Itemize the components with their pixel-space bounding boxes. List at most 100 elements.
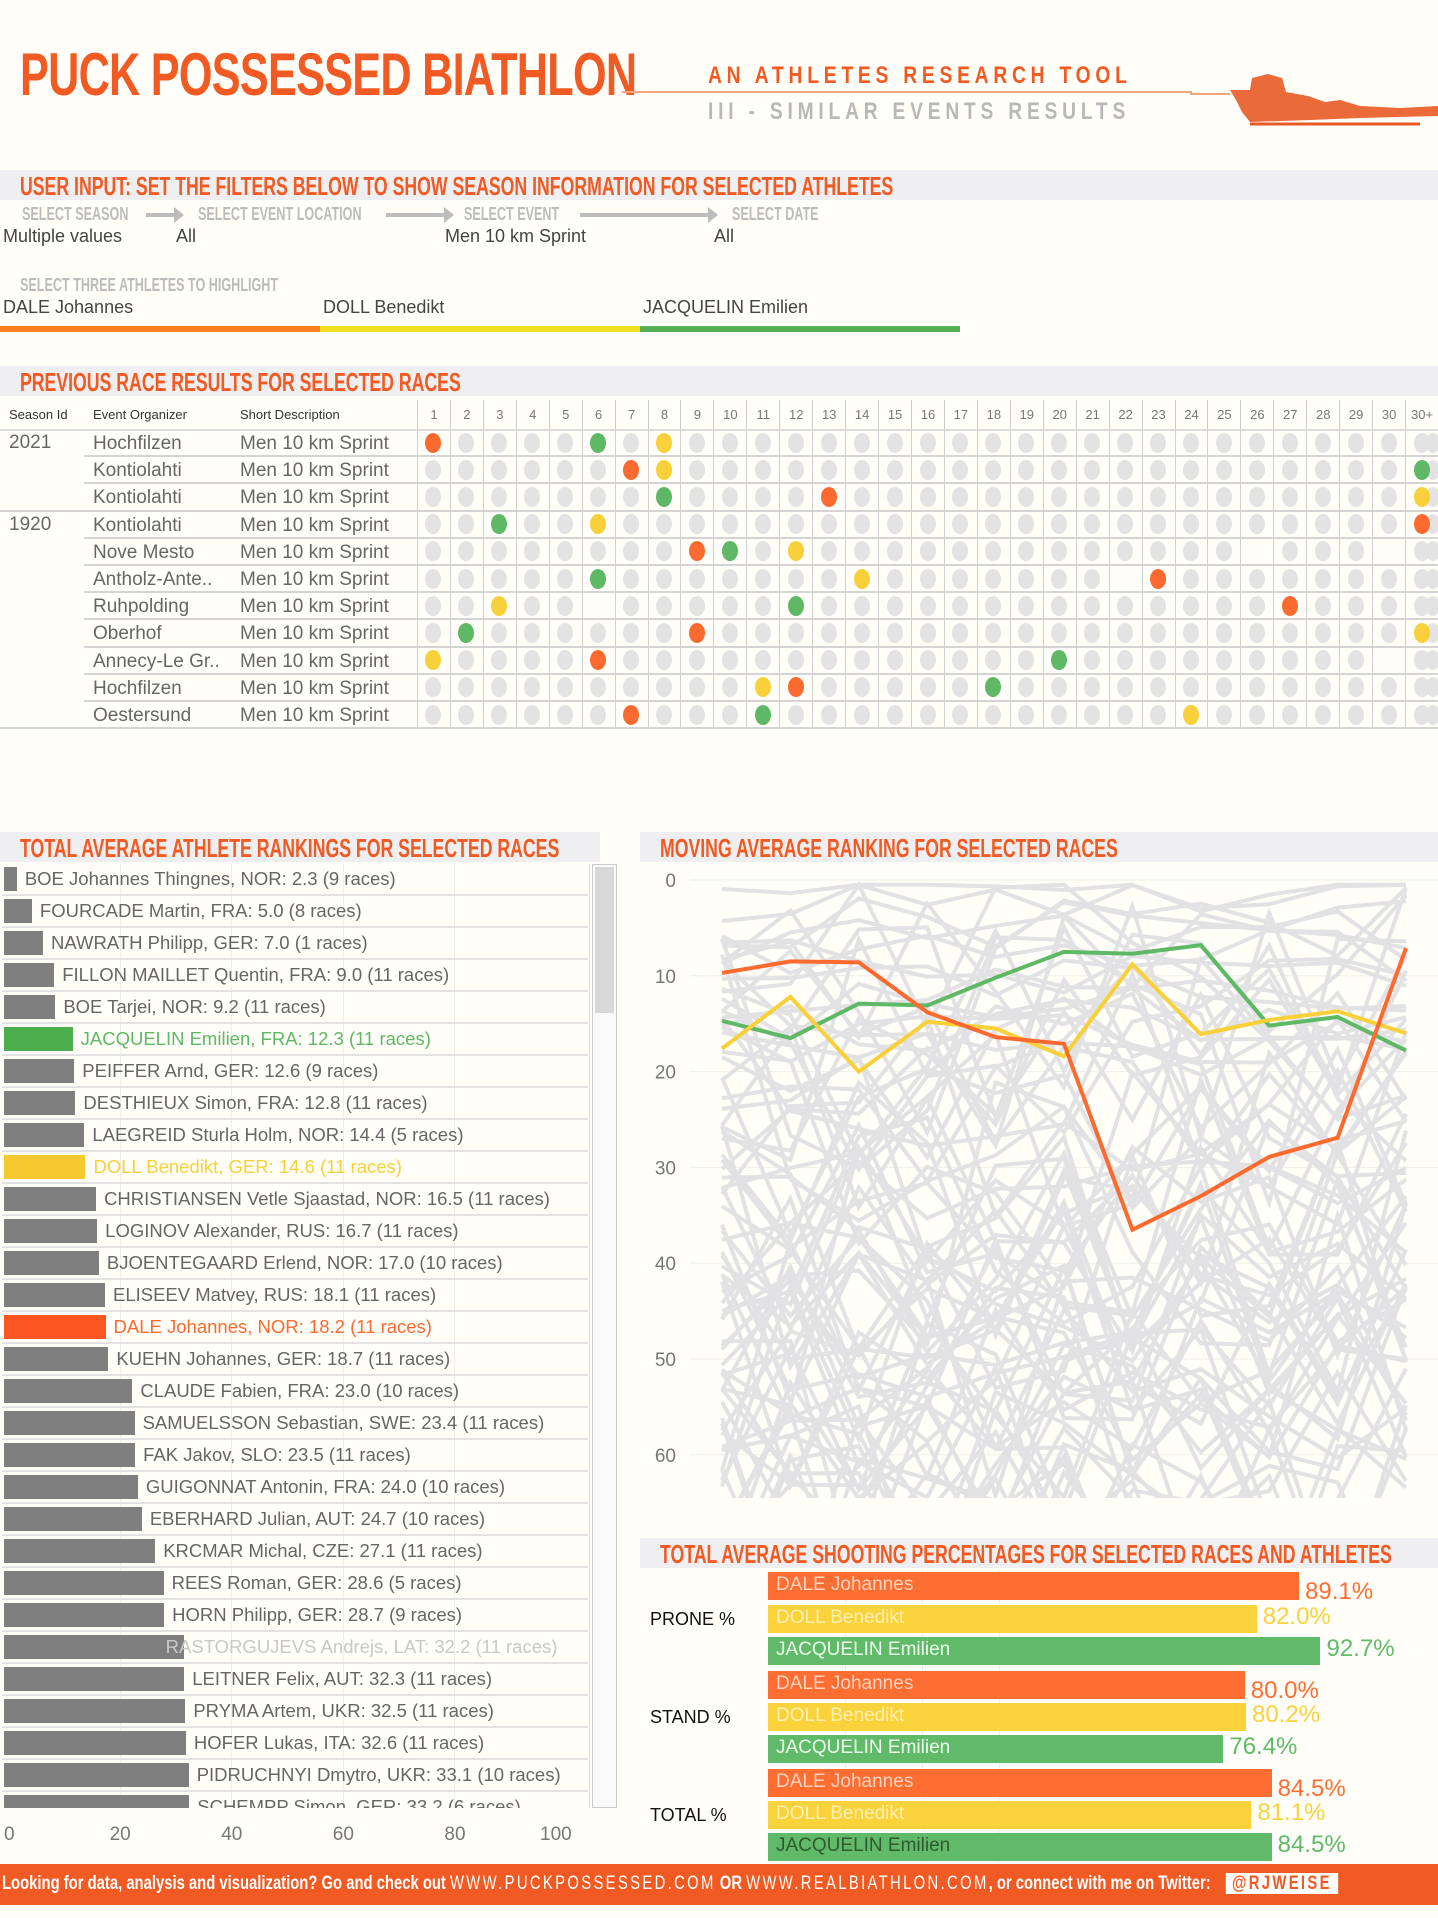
rankings-list[interactable]: BOE Johannes Thingnes, NOR: 2.3 (9 races… [0, 864, 590, 1808]
shooting-bar[interactable]: JACQUELIN Emilien [768, 1735, 1224, 1763]
green-athlete-result-dot[interactable] [1051, 650, 1068, 671]
yellow-athlete-result-dot[interactable] [1413, 486, 1430, 507]
ranking-row[interactable]: KUEHN Johannes, GER: 18.7 (11 races) [2, 1344, 588, 1376]
yellow-athlete-result-dot[interactable] [1413, 622, 1430, 643]
ranking-row[interactable]: PEIFFER Arnd, GER: 12.6 (9 races) [2, 1056, 588, 1088]
twitter-handle-link[interactable]: @RJWEISE [1225, 1873, 1339, 1894]
orange-athlete-result-dot[interactable] [1150, 568, 1167, 589]
athlete-2-select[interactable]: DOLL Benedikt [323, 297, 445, 317]
green-athlete-result-dot[interactable] [590, 432, 607, 453]
ranking-row[interactable]: DOLL Benedikt, GER: 14.6 (11 races) [2, 1152, 588, 1184]
shooting-bar[interactable]: DALE Johannes [768, 1671, 1245, 1699]
green-athlete-result-dot[interactable] [590, 568, 607, 589]
yellow-athlete-result-dot[interactable] [590, 514, 607, 535]
result-dot [1347, 595, 1364, 616]
ranking-row[interactable]: HOFER Lukas, ITA: 32.6 (11 races) [2, 1728, 588, 1760]
ranking-row[interactable]: BOE Tarjei, NOR: 9.2 (11 races) [2, 992, 588, 1024]
shooting-bar[interactable]: JACQUELIN Emilien [768, 1637, 1321, 1665]
ranking-row[interactable]: CHRISTIANSEN Vetle Sjaastad, NOR: 16.5 (… [2, 1184, 588, 1216]
green-athlete-result-dot[interactable] [787, 595, 804, 616]
shooting-bar[interactable]: DALE Johannes [768, 1572, 1300, 1600]
yellow-athlete-result-dot[interactable] [656, 459, 673, 480]
yellow-athlete-result-dot[interactable] [787, 541, 804, 562]
scrollbar-thumb[interactable] [595, 867, 614, 1013]
ranking-row[interactable]: PRYMA Artem, UKR: 32.5 (11 races) [2, 1696, 588, 1728]
orange-athlete-result-dot[interactable] [623, 459, 640, 480]
shooting-bar[interactable]: DOLL Benedikt [768, 1801, 1252, 1829]
date-filter[interactable]: All [714, 226, 735, 246]
ranking-row[interactable]: BJOENTEGAARD Erlend, NOR: 17.0 (10 races… [2, 1248, 588, 1280]
ranking-row[interactable]: BOE Johannes Thingnes, NOR: 2.3 (9 races… [2, 864, 588, 896]
orange-athlete-result-dot[interactable] [688, 622, 705, 643]
result-dot [1248, 486, 1265, 507]
ranking-row[interactable]: FILLON MAILLET Quentin, FRA: 9.0 (11 rac… [2, 960, 588, 992]
green-athlete-result-dot[interactable] [1413, 459, 1430, 480]
green-athlete-result-dot[interactable] [491, 514, 508, 535]
ranking-row[interactable]: DESTHIEUX Simon, FRA: 12.8 (11 races) [2, 1088, 588, 1120]
jacquelin-emilien-line[interactable] [721, 943, 1407, 1053]
season-filter[interactable]: Multiple values [3, 226, 123, 246]
shooting-bar[interactable]: DOLL Benedikt [768, 1605, 1257, 1633]
yellow-athlete-result-dot[interactable] [425, 650, 442, 671]
ranking-row[interactable]: ELISEEV Matvey, RUS: 18.1 (11 races) [2, 1280, 588, 1312]
shooting-bar[interactable]: JACQUELIN Emilien [768, 1833, 1272, 1861]
ranking-row[interactable]: FOURCADE Martin, FRA: 5.0 (8 races) [2, 896, 588, 928]
orange-athlete-result-dot[interactable] [1281, 595, 1298, 616]
grid-cell [1339, 430, 1341, 458]
ranking-row[interactable]: FAK Jakov, SLO: 23.5 (11 races) [2, 1440, 588, 1472]
orange-athlete-result-dot[interactable] [787, 677, 804, 698]
ranking-row[interactable]: HORN Philipp, GER: 28.7 (9 races) [2, 1600, 588, 1632]
grid-cell [746, 566, 748, 594]
orange-athlete-result-dot[interactable] [688, 541, 705, 562]
grid-cell [1075, 566, 1077, 594]
doll-benedikt-line[interactable] [720, 961, 1407, 1075]
orange-athlete-result-dot[interactable] [1413, 514, 1430, 535]
ranking-row[interactable]: RASTORGUJEVS Andrejs, LAT: 32.2 (11 race… [2, 1632, 588, 1664]
orange-athlete-result-dot[interactable] [425, 432, 442, 453]
ranking-row[interactable]: SCHEMPP Simon, GER: 33.2 (6 races) [2, 1792, 588, 1808]
grid-cell [548, 566, 550, 594]
athlete-1-select[interactable]: DALE Johannes [3, 297, 134, 317]
shooting-bar[interactable]: DALE Johannes [768, 1769, 1272, 1797]
result-dot [1117, 432, 1134, 453]
green-athlete-result-dot[interactable] [754, 704, 771, 725]
yellow-athlete-result-dot[interactable] [656, 432, 673, 453]
puckpossessed-link[interactable]: WWW.PUCKPOSSESSED.COM [449, 1873, 716, 1894]
location-filter[interactable]: All [176, 226, 197, 246]
yellow-athlete-result-dot[interactable] [1182, 704, 1199, 725]
yellow-athlete-result-dot[interactable] [754, 677, 771, 698]
orange-athlete-result-dot[interactable] [820, 486, 837, 507]
ranking-row[interactable]: SAMUELSSON Sebastian, SWE: 23.4 (11 race… [2, 1408, 588, 1440]
realbiathlon-link[interactable]: WWW.REALBIATHLON.COM [746, 1873, 989, 1894]
green-athlete-result-dot[interactable] [985, 677, 1002, 698]
grid-cell [1207, 457, 1209, 485]
ranking-row[interactable]: LOGINOV Alexander, RUS: 16.7 (11 races) [2, 1216, 588, 1248]
green-athlete-result-dot[interactable] [721, 541, 738, 562]
ranking-row[interactable]: NAWRATH Philipp, GER: 7.0 (1 races) [2, 928, 588, 960]
ranking-row[interactable]: JACQUELIN Emilien, FRA: 12.3 (11 races) [2, 1024, 588, 1056]
grid-cell [417, 457, 418, 485]
green-athlete-result-dot[interactable] [458, 622, 475, 643]
ranking-row[interactable]: EBERHARD Julian, AUT: 24.7 (10 races) [2, 1504, 588, 1536]
grid-cell [1075, 702, 1077, 730]
event-filter[interactable]: Men 10 km Sprint [445, 226, 587, 246]
ranking-row[interactable]: KRCMAR Michal, CZE: 27.1 (11 races) [2, 1536, 588, 1568]
ranking-row[interactable]: PIDRUCHNYI Dmytro, UKR: 33.1 (10 races) [2, 1760, 588, 1792]
ranking-row[interactable]: GUIGONNAT Antonin, FRA: 24.0 (10 races) [2, 1472, 588, 1504]
orange-athlete-result-dot[interactable] [590, 650, 607, 671]
grid-cell [911, 702, 913, 730]
dale-johannes-line[interactable] [721, 947, 1408, 1233]
grid-cell [647, 647, 649, 675]
ranking-row[interactable]: LEITNER Felix, AUT: 32.3 (11 races) [2, 1664, 588, 1696]
green-athlete-result-dot[interactable] [656, 486, 673, 507]
ranking-row[interactable]: LAEGREID Sturla Holm, NOR: 14.4 (5 races… [2, 1120, 588, 1152]
yellow-athlete-result-dot[interactable] [491, 595, 508, 616]
rankings-scrollbar[interactable] [592, 864, 617, 1808]
ranking-row[interactable]: REES Roman, GER: 28.6 (5 races) [2, 1568, 588, 1600]
ranking-row[interactable]: DALE Johannes, NOR: 18.2 (11 races) [2, 1312, 588, 1344]
ranking-row[interactable]: CLAUDE Fabien, FRA: 23.0 (10 races) [2, 1376, 588, 1408]
athlete-3-select[interactable]: JACQUELIN Emilien [643, 297, 809, 317]
orange-athlete-result-dot[interactable] [623, 704, 640, 725]
yellow-athlete-result-dot[interactable] [853, 568, 870, 589]
shooting-bar[interactable]: DOLL Benedikt [768, 1703, 1246, 1731]
